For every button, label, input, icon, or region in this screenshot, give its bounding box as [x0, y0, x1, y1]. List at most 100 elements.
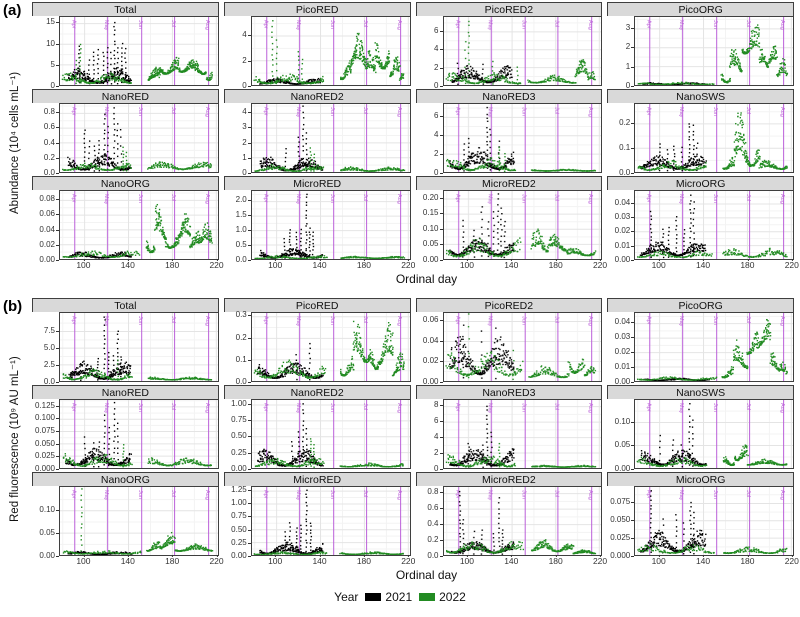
x-axis: 100 140 180 220 [634, 555, 799, 566]
x-axis: 100 140 180 220 [443, 555, 607, 566]
y-tick-label: 0.6 [427, 503, 443, 513]
y-tick-label: 0.04 [39, 224, 59, 234]
y-axis: 0.0 0.2 0.4 0.6 0.8 [416, 486, 443, 560]
y-axis: 0.00 0.25 0.50 0.75 1.00 [224, 399, 251, 473]
facet-plot-area [634, 312, 794, 382]
y-tick-label: 0.05 [39, 527, 59, 537]
facet-plot-area [442, 486, 603, 556]
facet-title: Total [114, 299, 137, 312]
facet-body: 0 5 10 15 [32, 16, 219, 90]
y-tick-label: 0.00 [614, 377, 634, 386]
y-tick-label: 0.75 [231, 511, 251, 521]
x-tick-label: 220 [209, 555, 224, 566]
facet-title: NanoRED3 [482, 90, 536, 103]
facet-title: PicoRED2 [484, 299, 534, 312]
facet-plot-area [250, 312, 411, 382]
facet-plot-area [250, 16, 411, 86]
panel-a-left-gutter: (a) Abundance (10⁴ cells mL⁻¹) [2, 2, 32, 286]
facet-plot-area [59, 312, 219, 382]
y-tick-label: 0.06 [422, 315, 442, 325]
facet-nanored2: NanoRED2 0 1 2 3 4 [223, 89, 411, 177]
panel-b-left-gutter: (b) Red fluorescence (10⁹ AU mL⁻¹) [2, 298, 32, 582]
facet-body: 0.00 0.02 0.04 0.06 0.08 [32, 190, 219, 264]
scatter-canvas-a-nanoorg [60, 191, 218, 259]
y-tick-label: 2 [434, 448, 444, 458]
y-tick-label: 1 [625, 61, 636, 71]
facet-strip: MicroRED2 [415, 176, 603, 190]
y-tick-label: 8 [434, 400, 444, 410]
facet-strip: PicoRED [223, 298, 411, 312]
facet-body: 0 1 2 3 [607, 16, 794, 90]
y-tick-label: 0.02 [39, 239, 59, 249]
x-tick-label: 140 [504, 555, 519, 566]
x-axis: 100 140 180 220 [634, 259, 799, 270]
y-axis: 0 2 4 6 [416, 16, 444, 90]
facet-microorg: MicroORG 0.00 0.01 0.02 0.03 0.04 100 140 180 220 [607, 176, 799, 270]
y-tick-label: 0.02 [422, 356, 442, 366]
y-tick-label: 0.00 [614, 255, 634, 264]
facet-title: MicroORG [675, 473, 726, 486]
facet-title: NanoRED2 [290, 386, 344, 399]
x-tick-label: 180 [165, 555, 180, 566]
facet-strip: NanoRED2 [223, 385, 411, 399]
y-tick-label: 4 [242, 107, 252, 117]
y-tick-label: 5 [50, 59, 60, 69]
facet-body: 0 2 4 [224, 16, 411, 90]
facet-strip: NanoRED [32, 385, 219, 399]
y-axis: 0 5 10 15 [32, 16, 60, 90]
y-tick-label: 0.00 [422, 377, 442, 386]
y-tick-label: 0.100 [34, 413, 60, 423]
legend-swatch-2022 [419, 593, 436, 601]
x-tick-label: 100 [76, 259, 91, 270]
y-tick-label: 0.00 [614, 464, 634, 473]
scatter-canvas-b-total [60, 313, 218, 381]
y-axis: 0.00 0.05 0.10 0.15 0.20 [416, 190, 443, 264]
facet-plot-area [442, 16, 603, 86]
y-tick-label: 0 [242, 168, 252, 177]
facet-picoorg: PicoORG 0 1 2 3 [607, 2, 794, 90]
facet-plot-area [250, 399, 411, 469]
x-tick-label: 100 [651, 555, 666, 566]
facet-strip: NanoSWS [607, 385, 794, 399]
scatter-canvas-b-nanosws [635, 400, 793, 468]
y-tick-label: 2 [434, 149, 444, 159]
facet-strip: Total [32, 298, 219, 312]
facet-strip: PicoORG [607, 2, 794, 16]
facet-title: Total [114, 3, 137, 16]
facet-nanored3: NanoRED3 0 2 4 6 [415, 89, 603, 177]
y-tick-label: 0.0 [43, 377, 60, 386]
scatter-canvas-b-nanored3 [443, 400, 602, 468]
scatter-canvas-a-picored2 [443, 17, 602, 85]
y-tick-label: 2 [434, 62, 444, 72]
facet-strip: Total [32, 2, 219, 16]
y-tick-label: 3 [625, 22, 636, 32]
facet-nanoorg: NanoORG 0.00 0.05 0.10 100 140 180 220 [32, 472, 224, 566]
facet-body: 0.000 0.025 0.050 0.075 [607, 486, 794, 560]
scatter-canvas-b-picored2 [443, 313, 602, 381]
facet-body: 0.0 0.1 0.2 0.3 [224, 311, 411, 386]
facet-plot-area [634, 190, 794, 260]
panel-b-letter: (b) [3, 298, 23, 315]
panel-a-plot-region: Total 0 5 10 15 PicoRED 0 2 4 PicoRED2 0 2 4 6 PicoORG… [32, 2, 799, 286]
x-tick-label: 140 [695, 555, 711, 566]
facet-title: NanoORG [100, 473, 150, 486]
facet-title: PicoRED [295, 3, 339, 16]
facet-plot-area [442, 312, 603, 382]
facet-body: 0.00 0.01 0.02 0.03 0.04 [607, 312, 794, 386]
legend-key-2022: 2022 [419, 590, 466, 604]
y-tick-label: 0.025 [610, 533, 635, 543]
facet-picoorg: PicoORG 0.00 0.01 0.02 0.03 0.04 [607, 298, 794, 386]
y-axis: 0.00 0.01 0.02 0.03 0.04 [607, 312, 634, 386]
y-tick-label: 1.5 [235, 210, 251, 220]
y-axis: 0.00 0.05 0.10 [607, 399, 634, 473]
y-axis: 0.000 0.025 0.050 0.075 0.100 0.125 [32, 399, 60, 473]
facet-body: 0.0 0.1 0.2 [607, 103, 794, 177]
y-axis: 0.0 0.2 0.4 0.6 0.8 [32, 103, 60, 177]
y-tick-label: 0.050 [34, 438, 60, 448]
y-tick-label: 1 [242, 152, 252, 162]
x-tick-label: 180 [165, 259, 180, 270]
facet-plot-area [59, 486, 219, 556]
scatter-canvas-b-nanoorg [60, 487, 218, 555]
facet-title: PicoORG [678, 3, 723, 16]
facet-picored: PicoRED 0.0 0.1 0.2 0.3 [223, 298, 411, 386]
